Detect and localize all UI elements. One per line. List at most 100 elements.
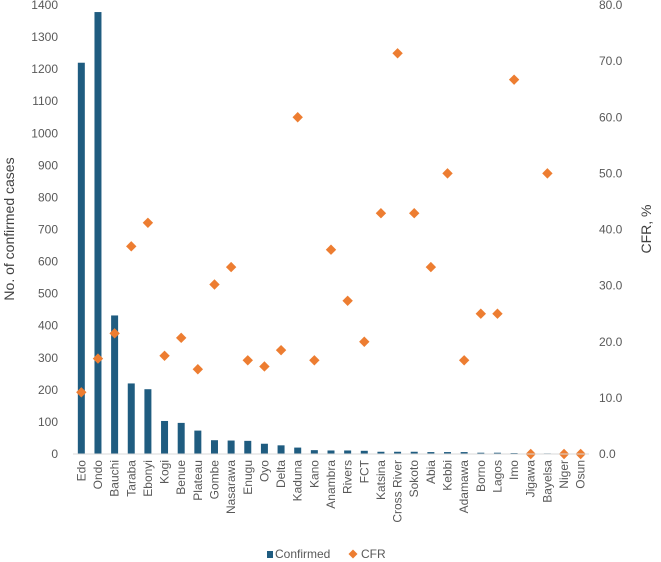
bar-lagos — [493, 452, 501, 454]
category-label-katsina: Katsina — [374, 460, 388, 500]
point-ebonyi — [142, 217, 154, 228]
category-label-kogi: Kogi — [158, 460, 172, 484]
left-tick-label: 200 — [38, 383, 58, 397]
category-label-plateau: Plateau — [191, 460, 205, 501]
point-nasarawa — [225, 261, 237, 273]
point-katsina — [375, 208, 387, 219]
bar-borno — [477, 452, 485, 454]
bar-oyo — [260, 443, 268, 454]
bar-anambra — [327, 450, 335, 454]
point-plateau — [192, 364, 204, 375]
category-label-anambra: Anambra — [324, 460, 338, 509]
bar-bauchi — [111, 315, 119, 454]
bar-enugu — [244, 440, 252, 454]
category-label-rivers: Rivers — [341, 460, 355, 494]
category-label-borno: Borno — [474, 460, 488, 492]
point-fct — [359, 336, 370, 347]
point-abia — [425, 261, 437, 273]
category-label-lagos: Lagos — [490, 460, 504, 493]
legend-label-confirmed: Confirmed — [275, 547, 330, 561]
point-oyo — [259, 361, 270, 372]
bar-abia — [427, 452, 435, 454]
point-enugu — [242, 355, 253, 366]
left-axis-ticks: 0 100 200 300 400 500 600 700 800 900 1000 1100 1200… — [31, 0, 58, 461]
category-label-taraba: Taraba — [124, 460, 138, 497]
point-kogi — [159, 350, 170, 361]
category-label-abia: Abia — [424, 460, 438, 484]
right-tick-label: 30.0 — [599, 279, 623, 293]
confirmed-bars — [77, 12, 585, 454]
bar-delta — [277, 445, 285, 454]
point-taraba — [126, 241, 137, 252]
bar-kebbi — [444, 452, 452, 454]
left-tick-label: 700 — [38, 223, 58, 237]
right-tick-label: 60.0 — [599, 110, 623, 124]
category-label-edo: Edo — [74, 460, 88, 482]
left-tick-label: 300 — [38, 351, 58, 365]
category-label-cross-river: Cross River — [391, 460, 405, 523]
category-label-imo: Imo — [507, 460, 521, 480]
bar-adamawa — [460, 452, 468, 454]
category-label-sokoto: Sokoto — [407, 460, 421, 498]
point-kano — [309, 355, 320, 366]
right-tick-label: 20.0 — [599, 335, 623, 349]
left-tick-label: 1100 — [32, 94, 58, 108]
right-tick-label: 10.0 — [599, 391, 623, 405]
bar-nasarawa — [227, 440, 235, 454]
category-label-ebonyi: Ebonyi — [141, 460, 155, 497]
left-tick-label: 900 — [38, 158, 58, 172]
bar-ebonyi — [144, 389, 152, 454]
right-tick-label: 50.0 — [599, 166, 623, 180]
point-kaduna — [292, 112, 303, 123]
point-benue — [175, 332, 187, 344]
category-label-oyo: Oyo — [257, 460, 271, 482]
bar-taraba — [127, 383, 135, 454]
point-ondo — [92, 353, 104, 364]
bar-rivers — [344, 450, 352, 454]
legend: Confirmed CFR — [267, 547, 386, 561]
point-edo — [76, 387, 87, 398]
bar-kogi — [161, 420, 169, 454]
category-label-kaduna: Kaduna — [291, 460, 305, 502]
left-tick-label: 600 — [38, 255, 58, 269]
legend-label-cfr: CFR — [361, 547, 386, 561]
bar-benue — [177, 422, 185, 454]
right-tick-label: 0.0 — [599, 447, 616, 461]
right-axis-title: CFR, % — [638, 205, 654, 254]
left-tick-label: 0 — [51, 447, 58, 461]
point-bayelsa — [542, 168, 553, 179]
category-label-ondo: Ondo — [91, 460, 105, 490]
category-label-nasarawa: Nasarawa — [224, 460, 238, 514]
category-label-fct: FCT — [357, 459, 371, 483]
point-kebbi — [442, 168, 453, 179]
bar-katsina — [377, 451, 385, 454]
left-tick-label: 1400 — [31, 0, 58, 12]
category-label-bauchi: Bauchi — [108, 460, 122, 497]
point-delta — [275, 344, 287, 356]
legend-swatch-confirmed — [267, 551, 273, 558]
left-tick-label: 100 — [38, 415, 58, 429]
right-tick-label: 40.0 — [599, 223, 623, 237]
right-axis-ticks: 0.0 10.0 20.0 30.0 40.0 50.0 60.0 70.0 80.0 — [599, 0, 623, 461]
left-tick-label: 800 — [38, 190, 58, 204]
category-label-jigawa: Jigawa — [524, 460, 538, 498]
point-adamawa — [458, 355, 470, 366]
bar-ondo — [94, 12, 102, 454]
point-imo — [508, 74, 520, 85]
point-bauchi — [109, 328, 120, 339]
bar-kaduna — [294, 447, 302, 454]
point-anambra — [325, 244, 337, 255]
left-tick-label: 1000 — [31, 126, 58, 140]
category-label-gombe: Gombe — [207, 460, 221, 500]
point-lagos — [492, 308, 503, 319]
left-tick-label: 1300 — [31, 30, 58, 44]
category-label-bayelsa: Bayelsa — [540, 460, 554, 503]
point-sokoto — [409, 208, 420, 219]
category-labels: Edo Ondo Bauchi Taraba Ebonyi Kogi Benue Platea… — [74, 459, 587, 522]
right-tick-label: 70.0 — [599, 54, 623, 68]
point-gombe — [209, 279, 220, 290]
bar-gombe — [210, 440, 218, 454]
left-tick-label: 500 — [38, 287, 58, 301]
point-cross-river — [392, 48, 403, 59]
